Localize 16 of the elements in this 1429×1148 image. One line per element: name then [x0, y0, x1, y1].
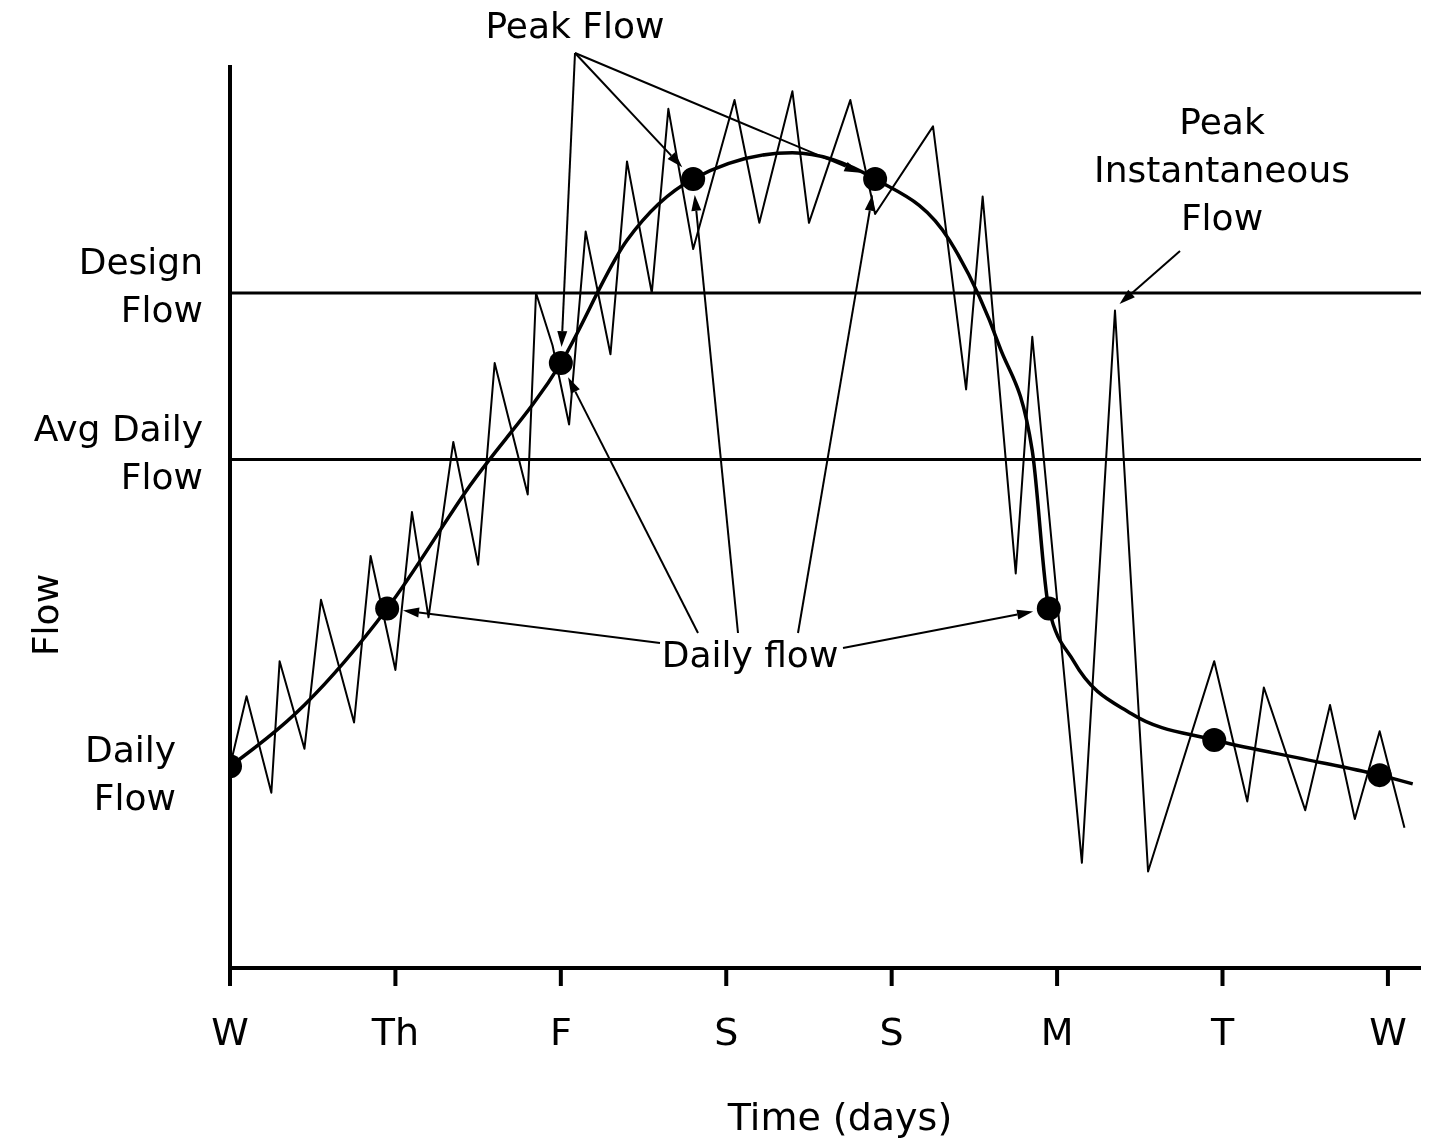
annotation: Daily flow — [661, 634, 839, 675]
x-tick-label: W — [1369, 1009, 1407, 1054]
x-axis-title: Time (days) — [726, 1095, 953, 1139]
x-tick-label: T — [1209, 1009, 1235, 1054]
text: Peak Flow — [485, 5, 665, 46]
x-tick-label: S — [879, 1009, 904, 1054]
y-axis-title: Flow — [24, 573, 66, 657]
x-tick-label: W — [211, 1009, 249, 1054]
ref-line-label: Avg Daily Flow — [33, 407, 203, 497]
x-tick-label: Th — [370, 1009, 420, 1054]
ref-line-label: Design Flow — [78, 240, 203, 330]
x-tick-label: M — [1040, 1009, 1074, 1054]
x-tick-label: F — [549, 1009, 572, 1054]
x-tick-label: S — [714, 1009, 739, 1054]
annotation: Daily Flow — [84, 729, 176, 819]
annotation: Peak Instantaneous Flow — [1094, 101, 1350, 238]
